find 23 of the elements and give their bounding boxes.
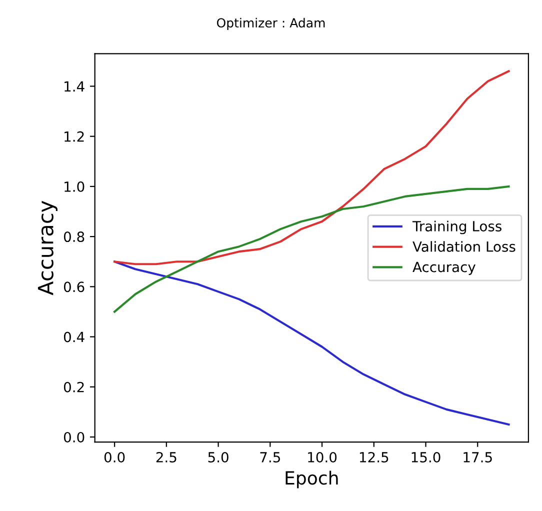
x-tick-label: 17.5: [464, 452, 492, 462]
legend-label: Training Loss: [412, 220, 502, 234]
chart-title: Optimizer : Adam: [216, 18, 325, 30]
x-tick-label: 10.0: [308, 452, 337, 462]
y-tick-label: 0.6: [64, 282, 84, 292]
y-tick-label: 0.4: [64, 332, 84, 342]
x-axis-title: Epoch: [286, 470, 338, 488]
x-tick-label: 15.0: [412, 452, 440, 462]
x-tick-label: 5.0: [208, 452, 228, 462]
y-tick-label: 0.2: [64, 382, 84, 392]
legend-label: Validation Loss: [412, 241, 516, 252]
y-axis-title: Accuracy: [38, 200, 58, 296]
y-tick-label: 0.0: [64, 432, 84, 442]
x-tick-label: 12.5: [360, 452, 388, 462]
x-tick-label: 2.5: [156, 452, 176, 462]
x-tick-label: 7.5: [260, 452, 280, 462]
y-tick-label: 1.2: [64, 131, 84, 142]
y-tick-label: 0.8: [64, 232, 84, 242]
legend-label: Accuracy: [412, 262, 476, 275]
y-tick-label: 1.4: [64, 81, 84, 92]
line-series: [114, 260, 510, 426]
x-tick-label: 0.0: [104, 452, 125, 462]
y-tick-label: 1.0: [64, 181, 84, 192]
